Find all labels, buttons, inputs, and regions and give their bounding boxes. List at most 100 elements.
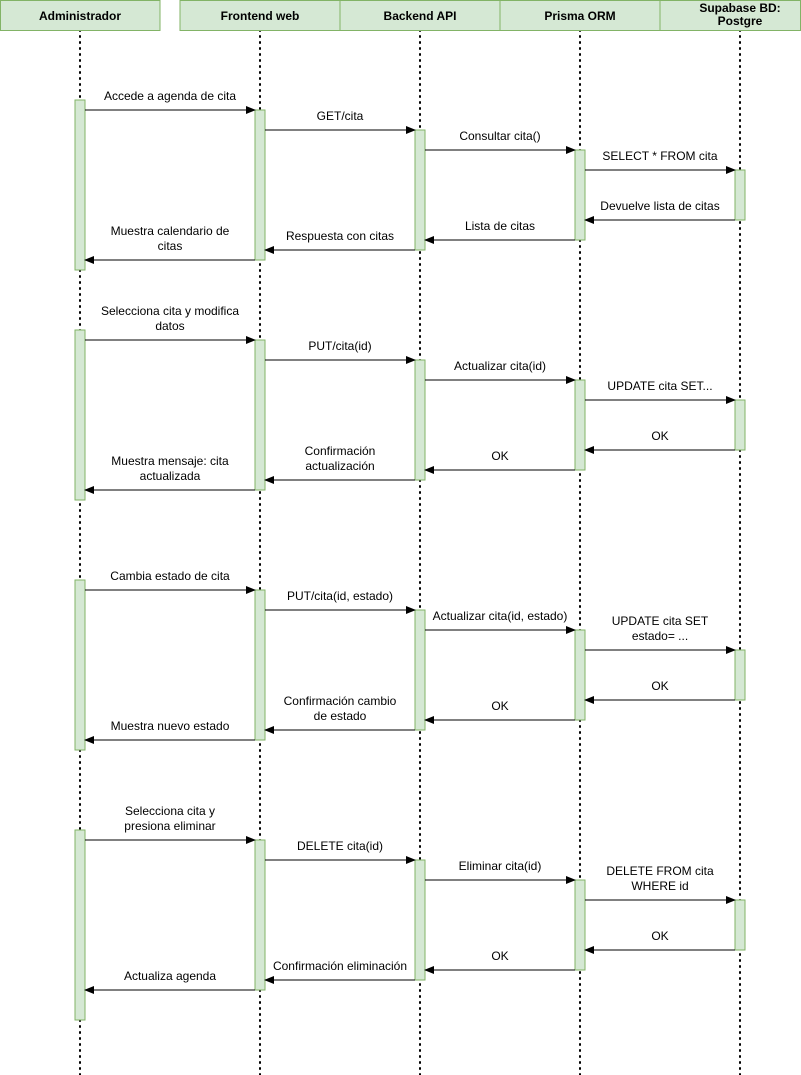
participant-prisma: Prisma ORM (499, 0, 661, 31)
message-label: Muestra nuevo estado (111, 719, 230, 733)
participant-label: Frontend web (221, 9, 300, 23)
message-backend-to-frontend: Respuesta con citas (264, 229, 415, 254)
message-label: Cambia estado de cita (110, 569, 230, 583)
message-label: OK (651, 679, 668, 693)
message-admin-to-frontend: Cambia estado de cita (85, 569, 256, 594)
message-label: Confirmación cambio (284, 694, 397, 708)
message-prisma-to-backend: OK (424, 449, 575, 474)
message-label: Actualizar cita(id) (454, 359, 546, 373)
message-label: Devuelve lista de citas (600, 199, 719, 213)
activation-bar-frontend (254, 589, 266, 741)
message-label: Consultar cita() (459, 129, 540, 143)
message-label: citas (158, 239, 183, 253)
activation-bar-admin (74, 579, 86, 751)
message-label: OK (651, 429, 668, 443)
message-label: Lista de citas (465, 219, 535, 233)
message-label: Confirmación (305, 444, 376, 458)
message-label: PUT/cita(id, estado) (287, 589, 393, 603)
message-backend-to-frontend: Confirmación eliminación (264, 959, 415, 984)
activation-bars (74, 99, 746, 1021)
activation-bar-backend (414, 129, 426, 251)
message-label: DELETE FROM cita (606, 864, 714, 878)
message-label: UPDATE cita SET (612, 614, 709, 628)
message-label: de estado (314, 709, 367, 723)
activation-bar-frontend (254, 839, 266, 991)
activation-bar-admin (74, 99, 86, 271)
participant-admin: Administrador (0, 0, 161, 31)
participant-box (0, 0, 161, 31)
message-label: estado= ... (632, 629, 688, 643)
message-label: SELECT * FROM cita (602, 149, 717, 163)
activation-bar-backend (414, 859, 426, 981)
message-label: OK (491, 699, 508, 713)
activation-bar-admin (74, 329, 86, 501)
message-prisma-to-backend: OK (424, 699, 575, 724)
activation-bar-frontend (254, 109, 266, 261)
message-supabase-to-prisma: OK (584, 679, 735, 704)
message-frontend-to-admin: Muestra nuevo estado (84, 719, 255, 744)
activation-bar-frontend (254, 339, 266, 491)
activation-bar-supabase (734, 649, 746, 701)
message-label: Muestra calendario de (111, 224, 230, 238)
participant-label: Postgre (718, 14, 763, 28)
messages: Accede a agenda de cita GET/cita Consultar… (84, 89, 736, 994)
message-label: UPDATE cita SET... (607, 379, 712, 393)
message-label: Accede a agenda de cita (104, 89, 236, 103)
message-label: Respuesta con citas (286, 229, 394, 243)
participant-label: Backend API (384, 9, 457, 23)
message-prisma-to-backend: OK (424, 949, 575, 974)
participant-label: Supabase BD: (699, 1, 780, 15)
message-label: Eliminar cita(id) (459, 859, 542, 873)
message-frontend-to-backend: DELETE cita(id) (265, 839, 416, 864)
message-label: PUT/cita(id) (308, 339, 371, 353)
message-label: WHERE id (631, 879, 688, 893)
activation-bar-prisma (574, 379, 586, 471)
message-frontend-to-backend: PUT/cita(id, estado) (265, 589, 416, 614)
participant-headers: Administrador Frontend web Backend API Pris… (0, 0, 801, 31)
message-label: Actualizar cita(id, estado) (433, 609, 568, 623)
message-label: presiona eliminar (124, 819, 215, 833)
message-label: Actualiza agenda (124, 969, 216, 983)
message-supabase-to-prisma: OK (584, 429, 735, 454)
message-frontend-to-admin: Actualiza agenda (84, 969, 255, 994)
message-prisma-to-supabase: SELECT * FROM cita (585, 149, 736, 174)
participant-label: Prisma ORM (544, 9, 615, 23)
message-label: actualizada (140, 469, 201, 483)
activation-bar-supabase (734, 399, 746, 451)
lifelines (79, 29, 741, 1075)
message-backend-to-prisma: Actualizar cita(id) (425, 359, 576, 384)
message-label: Muestra mensaje: cita (111, 454, 229, 468)
message-label: OK (491, 949, 508, 963)
message-label: Selecciona cita y (125, 804, 215, 818)
message-backend-to-prisma: Consultar cita() (425, 129, 576, 154)
message-backend-to-prisma: Eliminar cita(id) (425, 859, 576, 884)
message-supabase-to-prisma: OK (584, 929, 735, 954)
participant-backend: Backend API (339, 0, 501, 31)
participant-frontend: Frontend web (179, 0, 341, 31)
activation-bar-supabase (734, 899, 746, 951)
message-prisma-to-backend: Lista de citas (424, 219, 575, 244)
participant-supabase: Supabase BD:Postgre (659, 0, 801, 31)
message-label: GET/cita (317, 109, 364, 123)
message-label: actualización (305, 459, 374, 473)
message-admin-to-frontend: Accede a agenda de cita (85, 89, 256, 114)
message-backend-to-prisma: Actualizar cita(id, estado) (425, 609, 576, 634)
activation-bar-prisma (574, 149, 586, 241)
message-label: datos (155, 319, 184, 333)
message-label: OK (491, 449, 508, 463)
message-label: OK (651, 929, 668, 943)
activation-bar-backend (414, 359, 426, 481)
message-prisma-to-supabase: UPDATE cita SETestado= ... (585, 614, 736, 654)
activation-bar-admin (74, 829, 86, 1021)
activation-bar-backend (414, 609, 426, 731)
message-label: Confirmación eliminación (273, 959, 407, 973)
message-label: Selecciona cita y modifica (101, 304, 239, 318)
message-supabase-to-prisma: Devuelve lista de citas (584, 199, 735, 224)
